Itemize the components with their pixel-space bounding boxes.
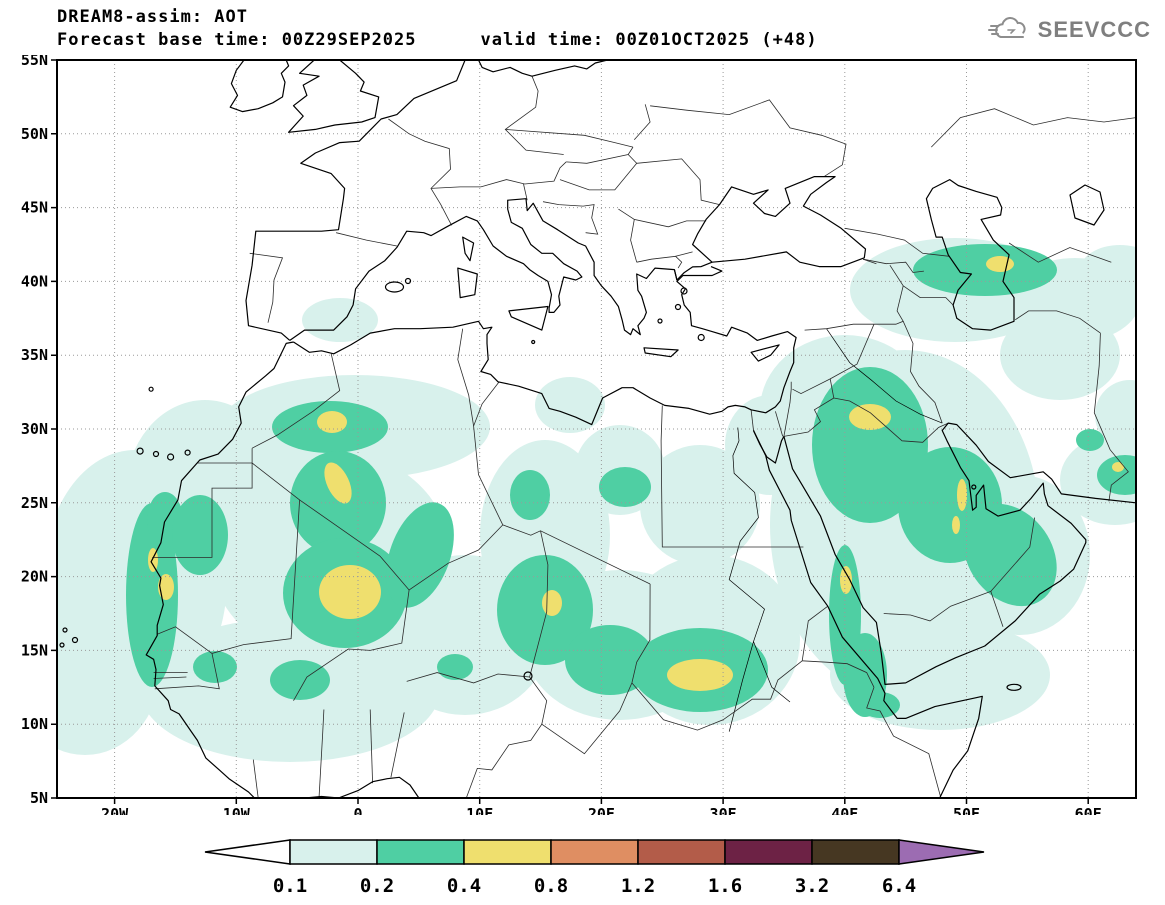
blue-nile-river <box>753 641 791 703</box>
colorbar-segment-1p6 <box>724 839 813 865</box>
graticule <box>57 60 1136 798</box>
contour-fill-level-0p2 <box>126 244 1136 718</box>
canary-island-1 <box>136 447 144 455</box>
ireland-coast <box>229 60 290 113</box>
lat-label-55n: 55N <box>21 55 48 69</box>
black-sea-coast <box>692 176 867 268</box>
crete-island <box>643 347 679 358</box>
arabia-gulf-coast <box>752 422 1136 685</box>
lat-label-25n: 25N <box>21 494 48 512</box>
cape-verde-island-2 <box>71 636 79 644</box>
lat-label-35n: 35N <box>21 346 48 364</box>
north-africa-levant-anatolia-coast <box>293 266 797 426</box>
colorbar-label-0p4: 0.4 <box>447 875 481 897</box>
colorbar-label-6p4: 6.4 <box>882 875 916 897</box>
page-title: DREAM8-assim: AOT <box>57 7 248 27</box>
iberia-atlantic-coast <box>245 60 466 341</box>
lesbos-island <box>680 287 688 295</box>
socotra-island <box>1006 683 1022 691</box>
axis-ticks <box>51 59 1089 804</box>
colorbar-arrow-right <box>898 839 985 865</box>
colorbar-label-1p2: 1.2 <box>621 875 655 897</box>
lon-label-50e: 50E <box>953 805 980 815</box>
canary-island-4 <box>184 449 191 456</box>
canary-island-2 <box>152 450 160 458</box>
cyprus-island <box>750 344 780 362</box>
red-sea-africa-horn-coast <box>752 430 983 798</box>
colorbar-label-1p6: 1.6 <box>708 875 742 897</box>
header: DREAM8-assim: AOT Forecast base time: 00… <box>57 6 818 52</box>
madeira-island <box>148 386 154 392</box>
time-line: Forecast base time: 00Z29SEP2025 valid ti… <box>57 29 818 52</box>
menorca-island <box>404 277 412 285</box>
lon-label-0: 0 <box>353 805 362 815</box>
bahrain-island <box>971 484 977 490</box>
colorbar-label-0p2: 0.2 <box>360 875 394 897</box>
coastlines <box>59 60 1136 798</box>
cloud-icon <box>987 17 1026 38</box>
lat-label-40n: 40N <box>21 272 48 290</box>
caspian-sea-coast <box>925 179 1015 331</box>
lon-label-20w: 20W <box>101 805 129 815</box>
base-time-label: Forecast base time: 00Z29SEP2025 <box>57 30 417 50</box>
aral-sea-coast <box>1069 184 1105 226</box>
thrace-marmara-coast <box>673 261 713 281</box>
lon-label-60e: 60E <box>1075 805 1102 815</box>
colorbar-label-0p1: 0.1 <box>273 875 307 897</box>
colorbar-label-3p2: 3.2 <box>795 875 829 897</box>
colorbar-segment-1p2 <box>637 839 726 865</box>
britain-coast <box>288 60 380 133</box>
canary-island-3 <box>167 453 175 461</box>
mallorca-island <box>384 281 405 293</box>
sicily-island <box>508 305 549 331</box>
valid-time-label: valid time: 00Z01OCT2025 (+48) <box>480 30 818 50</box>
lat-label-45n: 45N <box>21 199 48 217</box>
rivers <box>728 328 943 732</box>
baltic-coast <box>477 60 608 77</box>
lat-label-50n: 50N <box>21 125 48 143</box>
colorbar-segment-0p4 <box>463 839 552 865</box>
longitude-axis: 20W 10W 0 10E 20E 30E 40E 50E 60E <box>101 805 1102 815</box>
lon-label-10e: 10E <box>466 805 493 815</box>
lake-chad <box>523 671 533 681</box>
colorbar-segment-0p1 <box>289 839 378 865</box>
chios-island <box>674 303 682 311</box>
euphrates-river <box>826 328 943 424</box>
west-africa-coast <box>145 341 294 798</box>
rhodes-island <box>697 333 705 342</box>
sardinia-island <box>457 267 478 299</box>
lon-label-20e: 20E <box>588 805 615 815</box>
lat-label-5n: 5N <box>30 789 48 807</box>
gulf-of-guinea-coast <box>304 776 420 798</box>
colorbar-segment-0p2 <box>376 839 465 865</box>
cape-verde-island-3 <box>59 642 65 648</box>
corsica-island <box>462 236 475 262</box>
logo-text: SEEVCCC <box>1037 17 1151 42</box>
colorbar-segment-0p8 <box>550 839 639 865</box>
contour-fill-level-0p4 <box>148 256 1124 691</box>
country-borders <box>152 76 1136 798</box>
lat-label-30n: 30N <box>21 420 48 438</box>
lon-label-10w: 10W <box>223 805 251 815</box>
lat-label-10n: 10N <box>21 715 48 733</box>
colorbar-label-0p8: 0.8 <box>534 875 568 897</box>
lat-label-20n: 20N <box>21 568 48 586</box>
colorbar-arrow-left <box>204 839 291 865</box>
cape-verde-island-1 <box>62 627 68 633</box>
map-plot: 55N 50N 45N 40N 35N 30N 25N 20N 15N 10N … <box>21 55 1137 815</box>
nile-river <box>728 427 765 732</box>
colorbar-segment-3p2 <box>811 839 900 865</box>
cyclades-island <box>657 318 663 324</box>
lon-label-40e: 40E <box>831 805 858 815</box>
malta-island <box>531 339 536 345</box>
seevccc-logo: SEEVCCC <box>987 16 1151 44</box>
lat-label-15n: 15N <box>21 641 48 659</box>
latitude-axis: 55N 50N 45N 40N 35N 30N 25N 20N 15N 10N … <box>21 55 48 807</box>
lon-label-30e: 30E <box>710 805 737 815</box>
europe-mediterranean-coast <box>289 198 678 341</box>
colorbar: 0.1 0.2 0.4 0.8 1.2 1.6 3.2 6.4 <box>204 839 985 897</box>
